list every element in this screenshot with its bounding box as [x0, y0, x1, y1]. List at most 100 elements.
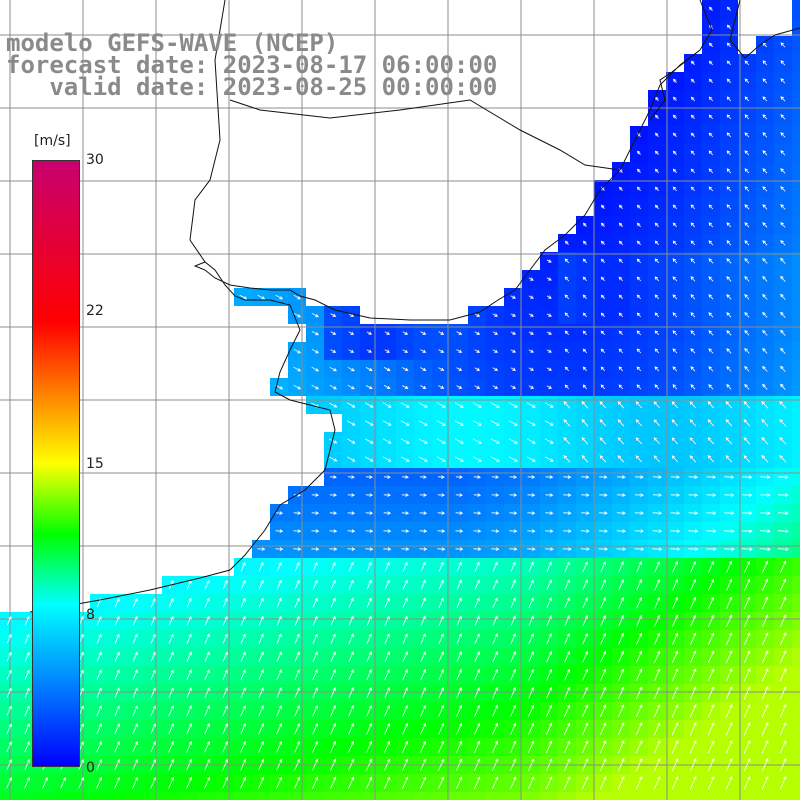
wind-arrow-set [6, 6, 790, 790]
wind-cell [792, 612, 800, 630]
wind-cell [576, 792, 594, 800]
wind-cell [792, 702, 800, 720]
wind-cell [792, 558, 800, 576]
valid-date: valid date: 2023-08-25 00:00:00 [6, 73, 498, 101]
wind-cell [792, 90, 800, 108]
wind-cell [666, 792, 684, 800]
wind-cell [792, 414, 800, 432]
wind-cell [36, 792, 54, 800]
colorbar-tick-8: 8 [86, 607, 95, 623]
wind-cell [792, 522, 800, 540]
wind-cell [792, 576, 800, 594]
wind-cell [288, 792, 306, 800]
wind-cell [792, 720, 800, 738]
wind-cell [234, 792, 252, 800]
wind-cell [792, 504, 800, 522]
wind-cell [306, 792, 324, 800]
colorbar-unit-label: [m/s] [34, 133, 71, 149]
wind-cell [792, 432, 800, 450]
wind-cell [432, 792, 450, 800]
wind-cell [792, 468, 800, 486]
wind-cell [648, 792, 666, 800]
wind-cell [792, 594, 800, 612]
wind-cell [792, 306, 800, 324]
wind-cell [486, 792, 504, 800]
wind-cell [792, 486, 800, 504]
wind-cell [792, 108, 800, 126]
wind-cell [792, 126, 800, 144]
wind-cell [792, 540, 800, 558]
wind-cell [630, 792, 648, 800]
colorbar-tick-22: 22 [86, 303, 104, 319]
wind-cell [738, 792, 756, 800]
wind-cell [126, 792, 144, 800]
wind-cell [792, 324, 800, 342]
wind-cell [198, 792, 216, 800]
wind-cell [396, 792, 414, 800]
wind-cell [756, 792, 774, 800]
wind-cell [216, 792, 234, 800]
wind-cell [612, 792, 630, 800]
wind-cell [792, 396, 800, 414]
wind-cell [792, 144, 800, 162]
wind-cell [792, 216, 800, 234]
wind-cell [792, 630, 800, 648]
wind-cell [792, 198, 800, 216]
wind-cell [792, 180, 800, 198]
wind-cell [144, 792, 162, 800]
wind-cell [684, 792, 702, 800]
wind-cell [792, 360, 800, 378]
wind-cell [108, 792, 126, 800]
wind-cell [792, 54, 800, 72]
wind-cell [18, 792, 36, 800]
wind-cell [540, 792, 558, 800]
wind-cell [0, 792, 18, 800]
wind-arrows [6, 6, 790, 790]
wind-cell [54, 792, 72, 800]
wind-cell [792, 36, 800, 54]
wind-cell [342, 792, 360, 800]
wind-cell [792, 234, 800, 252]
wind-cell [792, 270, 800, 288]
wind-cell [468, 792, 486, 800]
wind-cell [792, 450, 800, 468]
wind-cell [450, 792, 468, 800]
wind-cell [792, 792, 800, 800]
colorbar-tick-15: 15 [86, 456, 104, 472]
wind-cell [792, 72, 800, 90]
wind-cell [360, 792, 378, 800]
wind-cell [414, 792, 432, 800]
wind-cell [792, 648, 800, 666]
colorbar-tick-30: 30 [86, 152, 104, 168]
wind-cell [90, 792, 108, 800]
wind-cell [504, 792, 522, 800]
wind-cell [72, 792, 90, 800]
coastline [29, 0, 800, 613]
wind-cell [558, 792, 576, 800]
wind-cell [792, 378, 800, 396]
wind-cell [774, 792, 792, 800]
wind-cell [792, 342, 800, 360]
model-title: modelo GEFS-WAVE (NCEP) [6, 29, 339, 57]
wind-cell [792, 288, 800, 306]
wind-cell [594, 792, 612, 800]
wind-cell [792, 18, 800, 36]
forecast-date: forecast date: 2023-08-17 06:00:00 [6, 51, 498, 79]
wind-cell [702, 792, 720, 800]
colorbar [32, 160, 80, 767]
wind-cell [792, 666, 800, 684]
wind-cell [270, 792, 288, 800]
colorbar-tick-0: 0 [86, 760, 95, 776]
wind-cell [162, 792, 180, 800]
wind-cell [324, 792, 342, 800]
wind-cell [378, 792, 396, 800]
wind-cell [720, 792, 738, 800]
wind-cell [792, 0, 800, 18]
wind-cell [180, 792, 198, 800]
wind-cell [792, 774, 800, 792]
wind-cell [792, 738, 800, 756]
wind-cell [792, 684, 800, 702]
wind-cell [252, 792, 270, 800]
